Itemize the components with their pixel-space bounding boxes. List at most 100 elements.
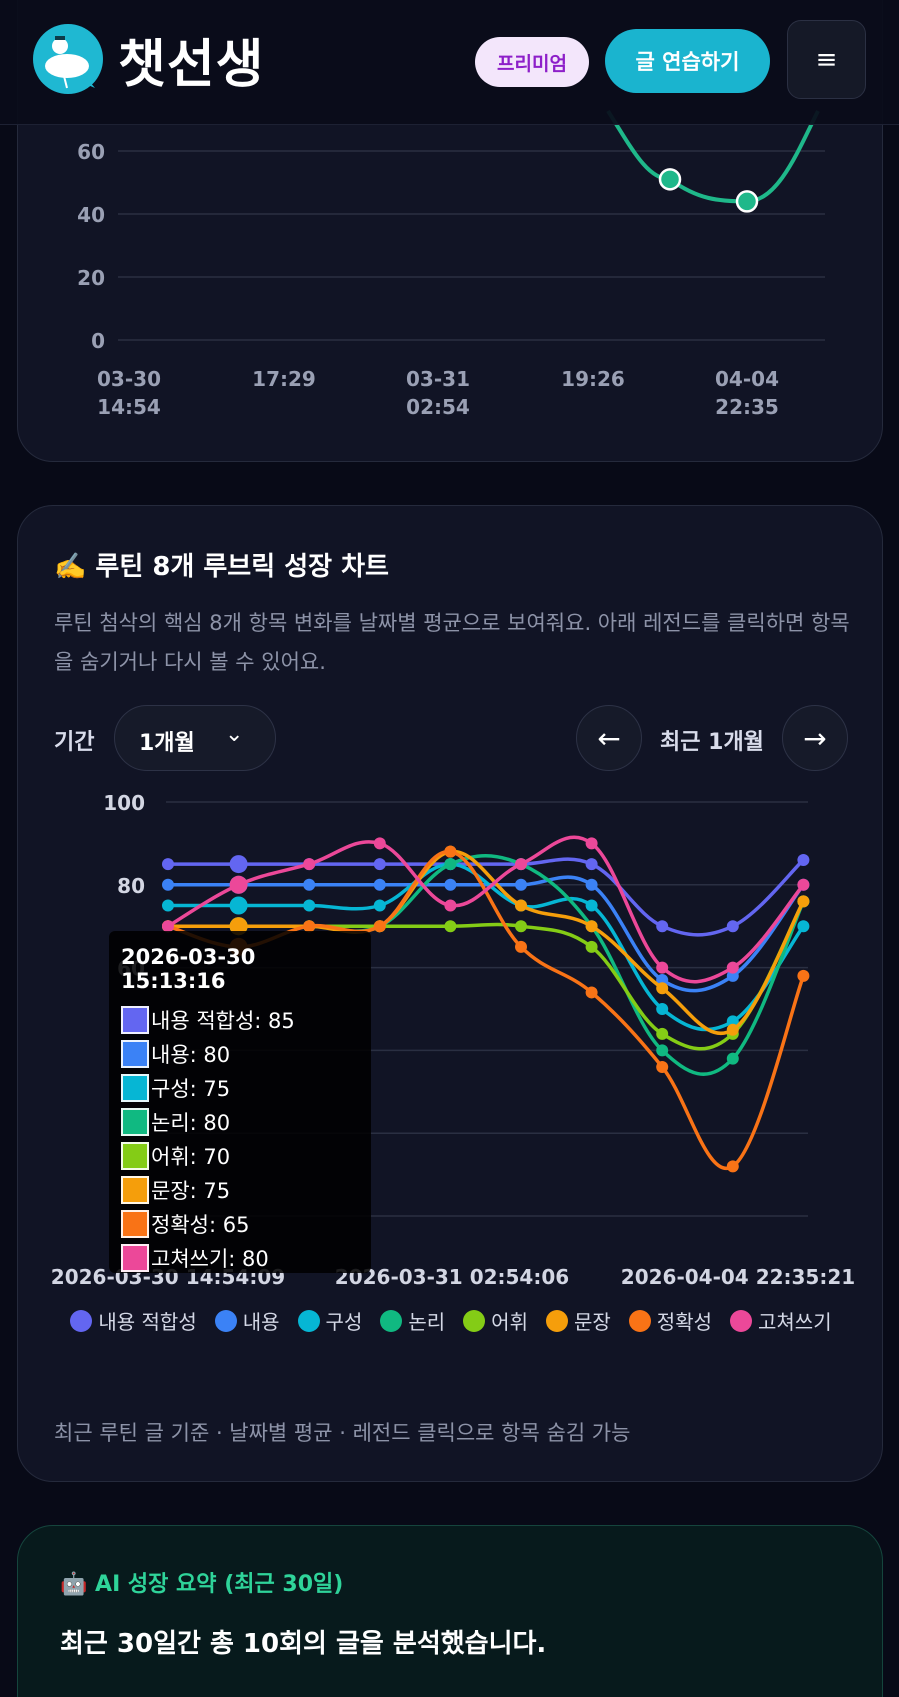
data-point[interactable]: [726, 1023, 739, 1036]
tooltip-row: 정확성: 65: [121, 1207, 359, 1241]
data-point[interactable]: [444, 920, 457, 933]
y-tick-label: 0: [91, 329, 105, 353]
data-point[interactable]: [797, 853, 810, 866]
x-tick-label: 04-04: [715, 367, 779, 391]
data-point[interactable]: [162, 878, 174, 891]
menu-button[interactable]: ≡: [787, 20, 866, 99]
chart-footnote: 최근 루틴 글 기준 · 날짜별 평균 · 레전드 클릭으로 항목 숨김 가능: [54, 1421, 631, 1445]
ai-summary-text: 최근 30일간 총 10회의 글을 분석했습니다.: [60, 1629, 547, 1659]
legend-item[interactable]: 정확성: [628, 1306, 712, 1335]
data-point[interactable]: [797, 878, 810, 891]
data-point[interactable]: [726, 969, 739, 982]
data-point[interactable]: [585, 920, 598, 933]
app-header: 챗선생 프리미엄 글 연습하기 ≡: [0, 0, 899, 125]
data-point[interactable]: [656, 982, 669, 995]
y-tick-label: 40: [77, 203, 105, 227]
legend-item[interactable]: 내용: [214, 1306, 280, 1335]
legend-item[interactable]: 내용 적합성: [70, 1306, 197, 1335]
tooltip-swatch: [121, 1142, 149, 1170]
data-point[interactable]: [229, 896, 248, 915]
legend-item[interactable]: 문장: [545, 1306, 611, 1335]
data-point[interactable]: [797, 895, 810, 908]
data-point[interactable]: [656, 1027, 669, 1040]
data-point[interactable]: [656, 1044, 669, 1057]
tooltip-value: 구성: 75: [151, 1077, 231, 1101]
logo-icon[interactable]: [33, 24, 103, 94]
hamburger-icon: ≡: [815, 44, 838, 75]
legend-dot: [730, 1309, 752, 1332]
data-point[interactable]: [303, 858, 316, 871]
score-line: [606, 109, 820, 204]
data-point[interactable]: [585, 986, 598, 999]
data-point[interactable]: [162, 899, 174, 912]
data-point[interactable]: [515, 920, 527, 933]
data-point[interactable]: [303, 878, 316, 891]
data-point[interactable]: [726, 1052, 739, 1065]
data-point[interactable]: [656, 920, 669, 933]
tooltip-row: 문장: 75: [121, 1173, 359, 1207]
logo-text[interactable]: 챗선생: [118, 35, 265, 95]
data-point[interactable]: [373, 899, 386, 912]
data-point[interactable]: [585, 858, 598, 871]
data-point[interactable]: [585, 899, 598, 912]
data-point[interactable]: [585, 940, 598, 953]
data-point[interactable]: [585, 837, 598, 850]
data-point[interactable]: [373, 920, 386, 933]
data-point[interactable]: [373, 858, 386, 871]
data-point[interactable]: [656, 961, 669, 974]
data-point[interactable]: [373, 837, 386, 850]
chevron-down-icon: ⌄: [225, 722, 244, 747]
score-point[interactable]: [658, 168, 682, 191]
x-tick-label: 17:29: [252, 367, 316, 391]
premium-badge[interactable]: 프리미엄: [475, 37, 589, 87]
previous-period-button[interactable]: ←: [576, 705, 642, 771]
data-point[interactable]: [515, 878, 527, 891]
data-point[interactable]: [444, 845, 457, 858]
x-tick-label: 02:54: [406, 395, 470, 419]
data-point[interactable]: [444, 878, 457, 891]
data-point[interactable]: [656, 1060, 669, 1073]
data-point[interactable]: [585, 878, 598, 891]
data-point[interactable]: [656, 974, 669, 987]
data-point[interactable]: [303, 899, 316, 912]
score-trend-chart: 0 20 40 60 03-30 14:54 17:29 03-31 02:54 19:26 04-…: [77, 109, 825, 419]
legend-dot: [380, 1309, 403, 1332]
data-point[interactable]: [162, 858, 174, 871]
data-point[interactable]: [162, 920, 174, 933]
legend-item[interactable]: 구성: [297, 1306, 362, 1335]
data-point[interactable]: [726, 1160, 739, 1173]
data-point[interactable]: [373, 878, 386, 891]
legend-dot: [70, 1309, 93, 1332]
data-point[interactable]: [229, 855, 248, 874]
data-point[interactable]: [797, 969, 810, 982]
legend-item[interactable]: 논리: [380, 1306, 445, 1335]
data-point[interactable]: [303, 920, 316, 933]
data-point[interactable]: [444, 899, 457, 912]
data-point[interactable]: [726, 1015, 739, 1028]
data-point[interactable]: [797, 920, 810, 933]
data-point[interactable]: [515, 899, 527, 912]
legend-label: 문장: [573, 1310, 611, 1334]
data-point[interactable]: [726, 920, 739, 933]
tooltip-swatch: [121, 1108, 149, 1136]
data-point[interactable]: [229, 875, 248, 894]
data-point[interactable]: [515, 858, 527, 871]
score-point[interactable]: [735, 190, 759, 213]
data-point[interactable]: [229, 917, 248, 936]
period-value: 1개월: [139, 731, 195, 756]
next-period-button[interactable]: →: [782, 705, 848, 771]
data-point[interactable]: [656, 1003, 669, 1015]
legend-item[interactable]: 고쳐쓰기: [730, 1306, 832, 1335]
data-point[interactable]: [726, 961, 739, 974]
period-select[interactable]: 1개월 ⌄: [114, 705, 276, 771]
y-tick-label: 80: [117, 874, 145, 898]
legend-item[interactable]: 어휘: [463, 1306, 528, 1335]
legend-dot: [463, 1309, 486, 1332]
tooltip-value: 고쳐쓰기: 80: [151, 1247, 269, 1271]
data-point[interactable]: [444, 858, 457, 871]
y-tick-label: 100: [103, 791, 145, 815]
data-point[interactable]: [515, 940, 527, 953]
practice-writing-button[interactable]: 글 연습하기: [605, 29, 770, 93]
period-range-label: 최근 1개월: [660, 730, 764, 755]
